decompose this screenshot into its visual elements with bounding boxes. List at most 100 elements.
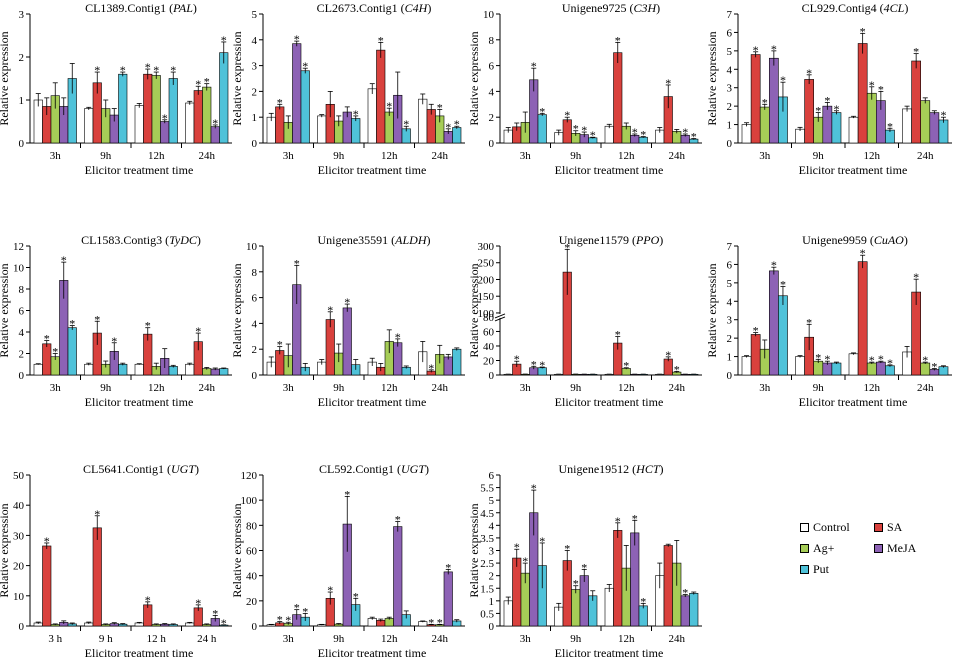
y-tick-label: 2 bbox=[19, 349, 25, 361]
y-tick-label: 2 bbox=[252, 344, 258, 356]
y-tick-label: 0 bbox=[19, 370, 25, 382]
significance-star: * bbox=[94, 63, 100, 77]
significance-star: * bbox=[815, 104, 821, 118]
bar-control bbox=[367, 88, 377, 144]
x-tick-label: 12h bbox=[864, 382, 881, 394]
chart-title: Unigene9959 (CuAO) bbox=[802, 233, 908, 247]
y-tick-label: 6 bbox=[727, 259, 733, 271]
chart-panel-1: CL1389.Contig1 (PAL) 0 1 2 3 Relative express… bbox=[0, 1, 232, 177]
bar-control bbox=[848, 116, 859, 144]
bar-put bbox=[118, 363, 128, 376]
y-tick-label: 1 bbox=[19, 95, 25, 107]
legend-label-put: Put bbox=[813, 562, 830, 576]
significance-star: * bbox=[162, 111, 168, 125]
y-tick-label: 250 bbox=[478, 258, 495, 270]
x-tick-label: 9h bbox=[813, 382, 825, 394]
x-tick-label: 12h bbox=[618, 633, 635, 645]
chart-title: CL2673.Contig1 (C4H) bbox=[317, 1, 432, 15]
y-tick-label: 2.5 bbox=[480, 558, 494, 570]
significance-star: * bbox=[302, 604, 308, 618]
significance-star: * bbox=[221, 616, 227, 630]
x-tick-label: 24h bbox=[432, 150, 449, 162]
y-tick-label: 4 bbox=[489, 520, 495, 532]
chart-title: CL1389.Contig1 (PAL) bbox=[85, 1, 197, 15]
x-tick-label: 12h bbox=[148, 382, 165, 394]
x-tick-label: 12 h bbox=[147, 633, 167, 645]
y-tick-label: 20 bbox=[483, 355, 495, 367]
bar-meja bbox=[443, 356, 453, 376]
significance-star: * bbox=[682, 586, 688, 600]
x-tick-label: 24h bbox=[199, 382, 216, 394]
bar-put bbox=[219, 368, 229, 376]
chart-panel-11: Unigene19512 (HCT) 00.511.522.533.544.555… bbox=[467, 462, 702, 660]
bar-agplus bbox=[920, 100, 931, 144]
bar-meja bbox=[768, 270, 779, 376]
chart-title: CL592.Contig1 (UGT) bbox=[319, 462, 429, 476]
significance-star: * bbox=[522, 554, 528, 568]
significance-star: * bbox=[573, 577, 579, 591]
significance-star: * bbox=[824, 93, 830, 107]
y-tick-label: 0 bbox=[252, 370, 258, 382]
bar-put bbox=[638, 605, 648, 627]
significance-star: * bbox=[212, 116, 218, 130]
significance-star: * bbox=[428, 361, 434, 375]
legend-item-meja: MeJA bbox=[874, 541, 916, 556]
significance-star: * bbox=[94, 507, 100, 521]
significance-star: * bbox=[922, 353, 928, 367]
x-axis-label: Elicitor treatment time bbox=[318, 646, 427, 660]
bar-put bbox=[452, 348, 462, 376]
legend-swatch-meja bbox=[874, 544, 883, 553]
legend-label-meja: MeJA bbox=[887, 541, 917, 555]
significance-star: * bbox=[780, 278, 786, 292]
significance-star: * bbox=[623, 359, 629, 373]
y-tick-label: 12 bbox=[13, 241, 24, 253]
significance-star: * bbox=[327, 303, 333, 317]
y-tick-label: 80 bbox=[246, 520, 258, 532]
y-axis-label: Relative expression bbox=[230, 503, 244, 597]
y-tick-label: 80 bbox=[483, 312, 495, 324]
significance-star: * bbox=[564, 542, 570, 556]
y-tick-label: 6 bbox=[252, 293, 258, 305]
significance-star: * bbox=[780, 73, 786, 87]
chart-title: CL929.Contig4 (4CL) bbox=[802, 1, 909, 15]
x-tick-label: 3h bbox=[520, 382, 532, 394]
legend-item-ag: Ag+ bbox=[800, 541, 834, 556]
x-tick-label: 12h bbox=[618, 382, 635, 394]
significance-star: * bbox=[204, 75, 210, 89]
significance-star: * bbox=[632, 511, 638, 525]
bar-sa bbox=[613, 530, 623, 627]
y-tick-label: 2 bbox=[727, 333, 733, 345]
y-tick-label: 2 bbox=[727, 101, 733, 113]
significance-star: * bbox=[615, 33, 621, 47]
significance-star: * bbox=[824, 352, 830, 366]
x-tick-label: 24h bbox=[669, 633, 686, 645]
bar-sa bbox=[663, 545, 673, 627]
chart-panel-4: CL929.Contig4 (4CL) 0 1 2 3 4 5 6 7 Relative expr… bbox=[705, 1, 952, 177]
significance-star: * bbox=[195, 77, 201, 91]
y-tick-label: 60 bbox=[246, 546, 258, 558]
bar-control bbox=[317, 115, 327, 144]
y-tick-label: 30 bbox=[13, 530, 25, 542]
bar-put bbox=[831, 362, 842, 376]
y-tick-label: 5 bbox=[727, 278, 733, 290]
significance-star: * bbox=[539, 534, 545, 548]
chart-panel-9: CL5641.Contig1 (UGT) 0 10 20 30 40 50 Relative … bbox=[0, 462, 232, 660]
significance-star: * bbox=[195, 596, 201, 610]
x-tick-label: 3h bbox=[50, 150, 62, 162]
significance-star: * bbox=[539, 104, 545, 118]
y-tick-label: 0 bbox=[19, 138, 25, 150]
bar-control bbox=[741, 356, 752, 376]
y-tick-label: 6 bbox=[727, 27, 733, 39]
significance-star: * bbox=[344, 295, 350, 309]
bar-control bbox=[604, 125, 614, 144]
bar-agplus bbox=[759, 106, 770, 144]
y-tick-label: 5 bbox=[252, 9, 258, 21]
significance-star: * bbox=[195, 324, 201, 338]
y-tick-label: 3 bbox=[727, 315, 733, 327]
significance-star: * bbox=[615, 328, 621, 342]
bar-control bbox=[902, 108, 912, 144]
bar-put bbox=[351, 118, 361, 144]
